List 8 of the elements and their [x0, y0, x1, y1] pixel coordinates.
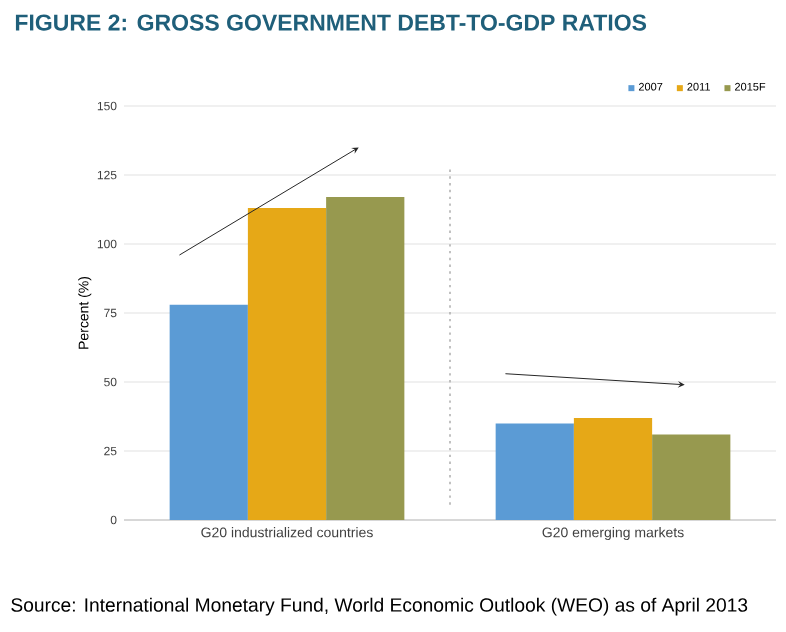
bar — [495, 423, 574, 520]
bar — [169, 304, 248, 520]
bar — [573, 417, 653, 520]
bar — [247, 208, 327, 520]
bar — [326, 197, 405, 520]
source-note: Source: International Monetary Fund, World Economic Outlook (WEO) as of April 2013 — [11, 597, 748, 616]
bar — [652, 434, 731, 520]
chart-title: FIGURE 2: GROSS GOVERNMENT DEBT-TO-GDP RATIOS — [15, 14, 647, 31]
